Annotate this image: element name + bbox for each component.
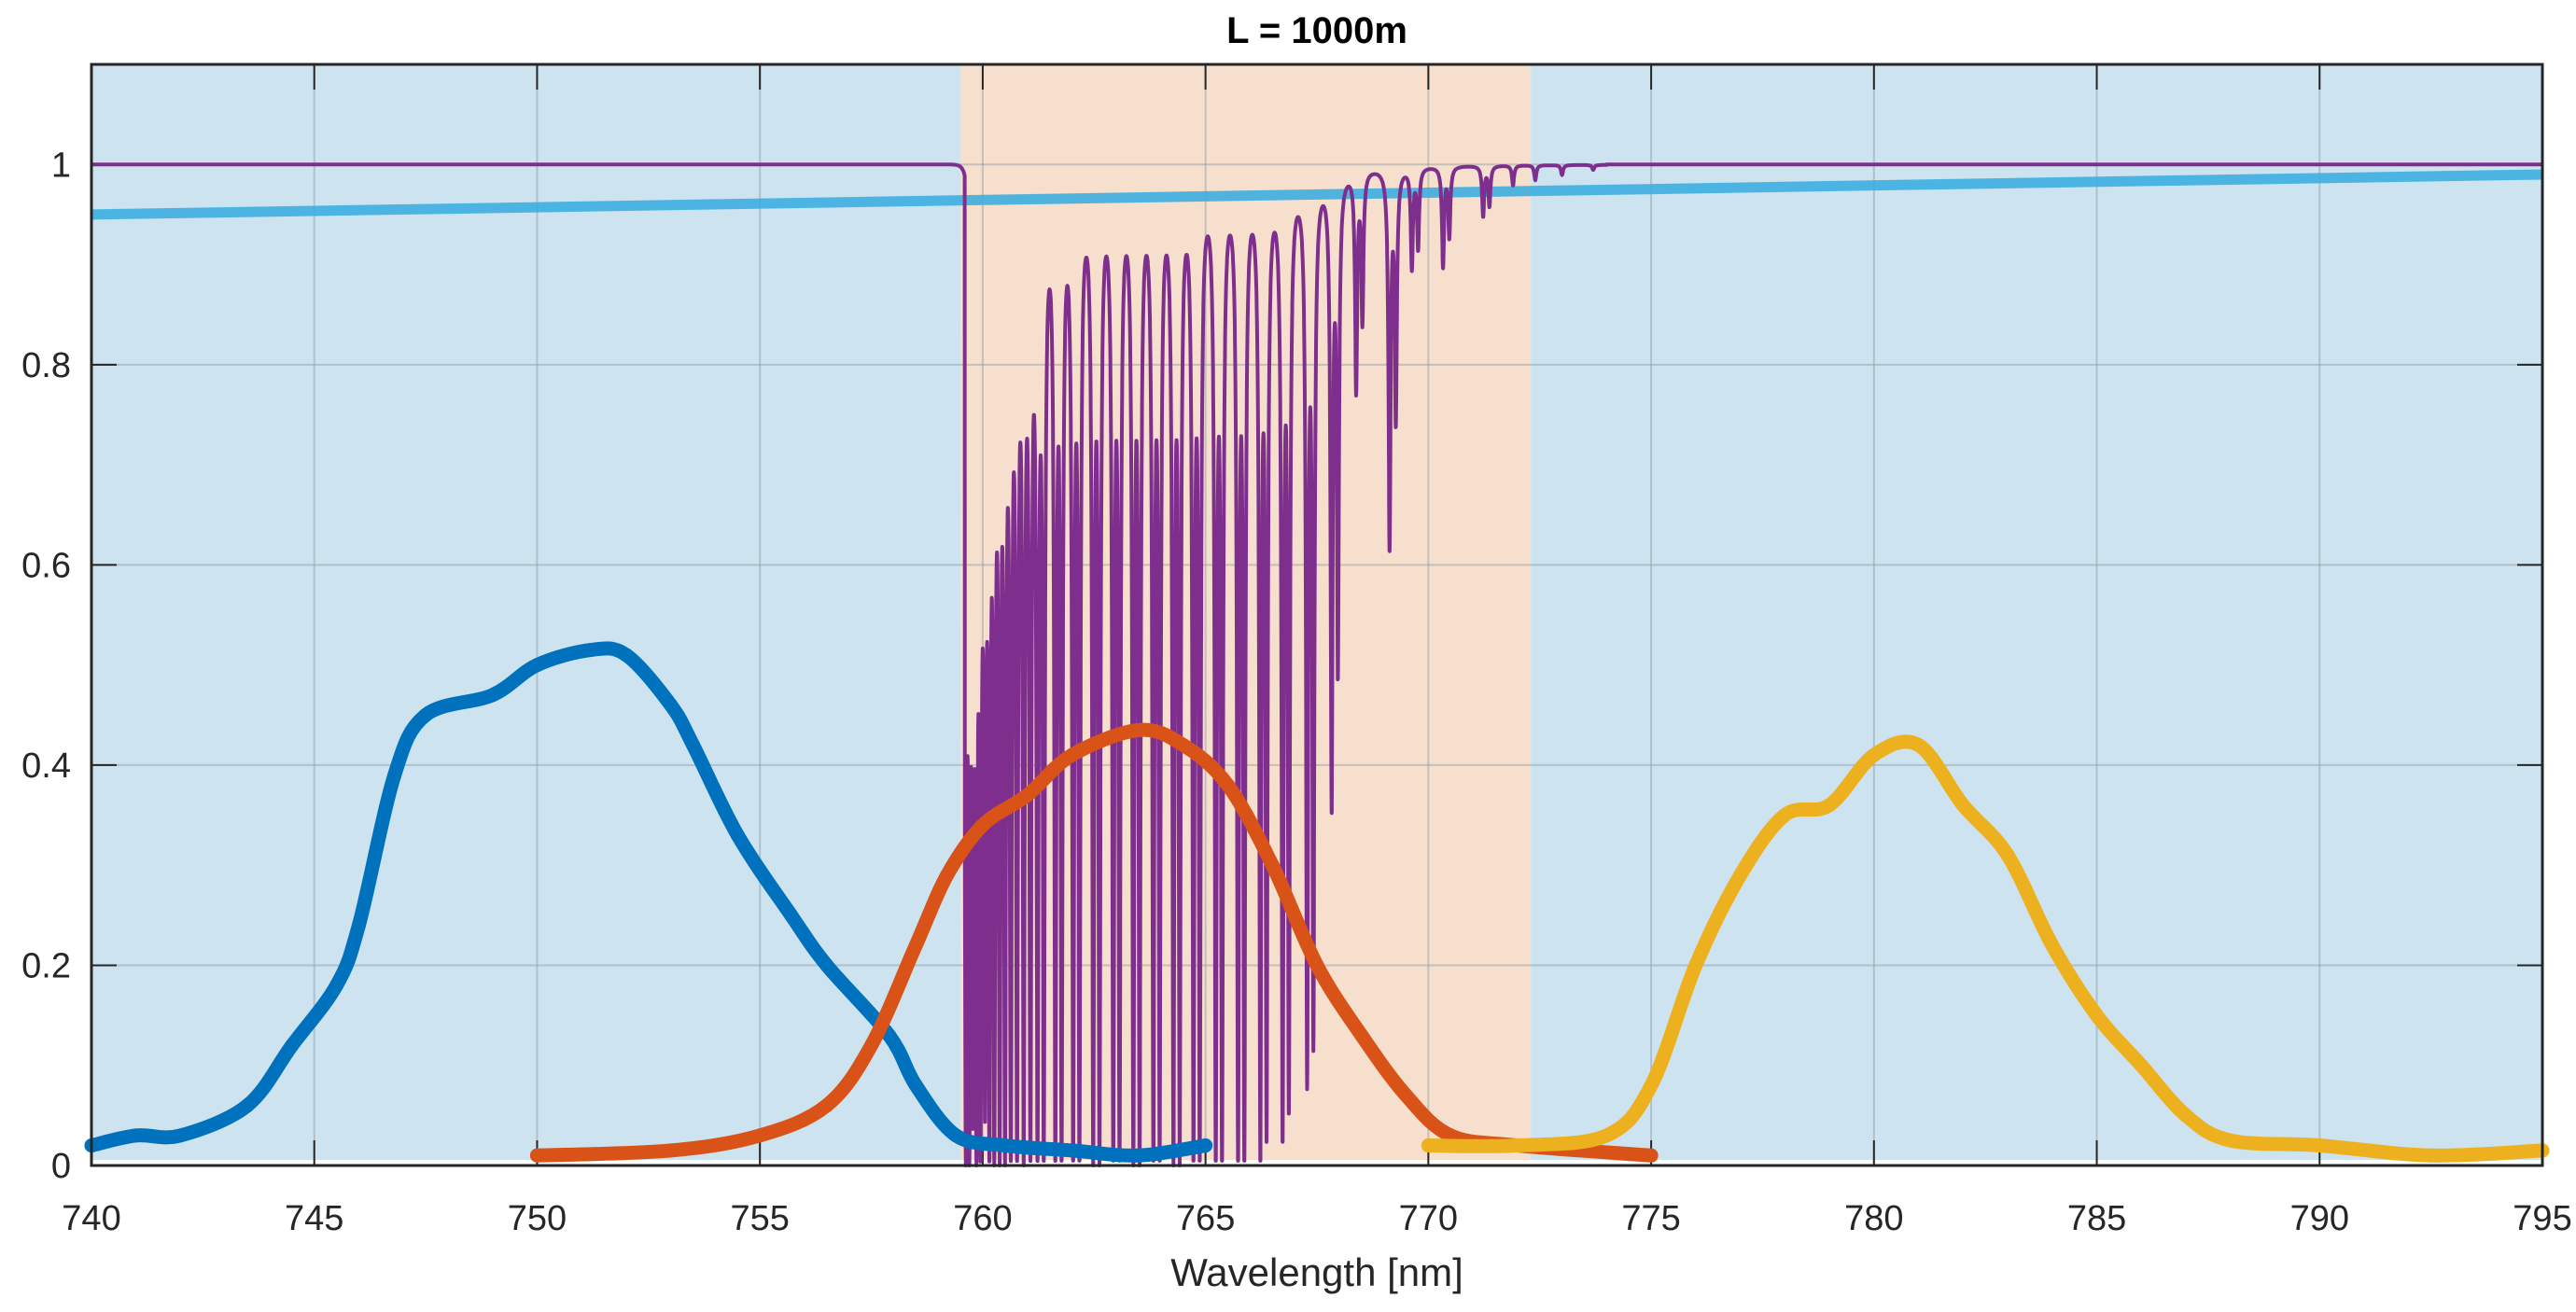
data-point [730,828,745,843]
grid [91,64,2543,1166]
data-point [1644,1148,1659,1163]
data-point [1309,957,1324,972]
data-point [329,978,344,993]
y-tick-label: 0 [51,1147,71,1186]
data-point [940,868,955,883]
data-point [1822,798,1837,813]
x-tick-label: 785 [2067,1199,2126,1238]
data-point [240,1098,255,1113]
data-point [2178,1108,2193,1123]
data-point [1265,858,1280,872]
y-tick-label: 1 [51,146,71,185]
series-line [91,169,2543,220]
data-point [619,648,634,663]
series-layer [84,162,2550,1167]
chart-title: L = 1000m [1226,10,1407,51]
data-point [1064,747,1079,762]
tick-labels: 740 745 750 755 760 765 770 775 780 785 790 795 0 0.2… [21,146,2572,1238]
data-point [1955,798,1970,813]
data-point [948,1128,963,1143]
data-point [1644,1078,1659,1093]
data-point [1131,1148,1146,1163]
data-point [2090,1008,2105,1023]
series-transmission [90,162,2544,1167]
x-tick-label: 795 [2513,1199,2571,1238]
data-point [529,1148,544,1163]
y-tick-label: 0.6 [21,546,71,585]
data-point [418,707,433,722]
x-tick-label: 750 [508,1199,567,1238]
data-point [1198,1138,1213,1153]
x-tick-label: 770 [1399,1199,1458,1238]
data-point [1867,747,1882,762]
data-point [1777,808,1792,823]
data-point [998,1138,1013,1153]
data-point [2223,1133,2238,1148]
data-point [1599,1128,1614,1143]
data-point [1398,1088,1413,1103]
data-point [752,1128,767,1143]
data-point [1510,1138,1525,1153]
data-point [1131,722,1146,737]
data-point [1221,777,1236,792]
y-tick-label: 0.8 [21,346,71,385]
data-point [583,643,598,658]
data-point [485,688,500,703]
data-point [2312,1138,2327,1153]
data-point [864,1038,879,1053]
data-point [129,1128,144,1143]
x-tick-label: 745 [285,1199,343,1238]
x-tick-label: 790 [2290,1199,2349,1238]
data-point [2045,938,2060,953]
data-point [664,698,679,713]
background-region [1531,64,2542,1160]
data-point [908,938,923,953]
data-point [908,1078,923,1093]
data-point [686,737,701,752]
data-point [664,1143,679,1158]
data-point [1911,737,1926,752]
data-point [2424,1148,2439,1163]
data-point [819,957,834,972]
data-point [819,1098,834,1113]
data-point [529,658,544,673]
data-point [2134,1058,2149,1073]
data-point [387,768,402,783]
data-point [1064,1143,1079,1158]
data-point [285,1038,300,1053]
data-point [1688,957,1703,972]
background-regions [91,64,2542,1160]
x-tick-label: 775 [1621,1199,1680,1238]
data-point [1421,1138,1435,1153]
plot-frame [90,63,2544,1167]
background-region [91,64,961,1160]
data-point [173,1128,188,1143]
data-point [1020,788,1035,803]
x-tick-label: 780 [1844,1199,1903,1238]
y-tick-label: 0.4 [21,747,71,786]
data-point [2000,847,2015,862]
data-point [1176,737,1191,752]
data-point [1733,868,1748,883]
x-tick-label: 765 [1176,1199,1235,1238]
data-point [784,908,799,923]
x-tick-label: 740 [62,1199,120,1238]
x-tick-label: 755 [730,1199,789,1238]
data-point [1354,1028,1369,1043]
x-tick-label: 760 [953,1199,1012,1238]
data-point [975,817,990,832]
y-tick-label: 0.2 [21,946,71,985]
data-point [351,918,366,933]
x-axis-label: Wavelength [nm] [1170,1250,1463,1294]
